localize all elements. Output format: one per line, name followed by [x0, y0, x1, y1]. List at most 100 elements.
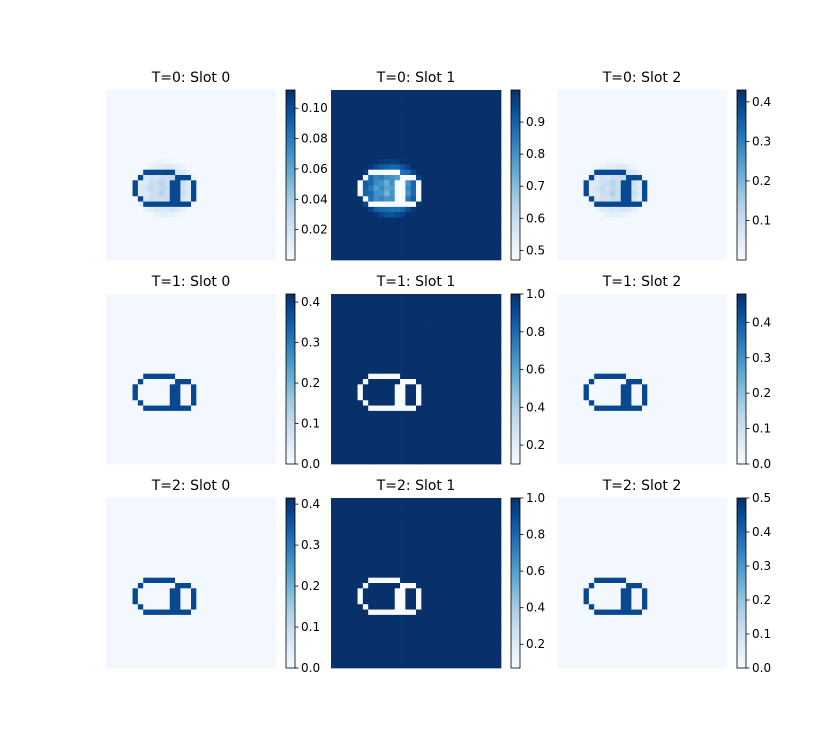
- heatmap-cell: [426, 222, 433, 229]
- heatmap-cell: [352, 331, 358, 337]
- heatmap-cell: [657, 233, 664, 240]
- heatmap-cell: [116, 228, 123, 234]
- heatmap-cell: [679, 217, 685, 224]
- heatmap-cell: [132, 432, 139, 438]
- heatmap-cell: [378, 304, 385, 311]
- heatmap-cell: [212, 426, 218, 433]
- heatmap-cell: [137, 405, 144, 412]
- heatmap-cell: [474, 206, 481, 213]
- heatmap-cell: [588, 90, 595, 96]
- heatmap-cell: [711, 244, 717, 250]
- heatmap-cell: [212, 90, 218, 96]
- heatmap-cell: [260, 143, 266, 149]
- heatmap-cell: [416, 315, 422, 321]
- heatmap-cell: [196, 294, 202, 300]
- heatmap-cell: [389, 325, 396, 332]
- heatmap-cell: [405, 426, 412, 433]
- heatmap-cell: [389, 410, 396, 417]
- heatmap-cell: [249, 121, 256, 128]
- heatmap-cell: [373, 410, 380, 417]
- heatmap-cell: [410, 384, 417, 390]
- heatmap-cell: [228, 315, 234, 321]
- heatmap-cell: [169, 111, 176, 117]
- heatmap-cell: [469, 228, 475, 234]
- heatmap-cell: [143, 309, 149, 316]
- heatmap-cell: [238, 410, 245, 417]
- heatmap-cell: [416, 363, 422, 369]
- heatmap-cell: [689, 180, 696, 186]
- heatmap-cell: [153, 127, 160, 133]
- heatmap-cell: [137, 320, 144, 327]
- heatmap-cell: [368, 180, 374, 186]
- heatmap-cell: [116, 304, 123, 311]
- heatmap-cell: [206, 212, 213, 218]
- heatmap-cell: [212, 217, 218, 224]
- heatmap-cell: [153, 185, 160, 192]
- heatmap-cell: [169, 249, 176, 256]
- heatmap-cell: [217, 222, 224, 229]
- outline-cell: [357, 180, 364, 186]
- heatmap-cell: [721, 233, 728, 240]
- heatmap-cell: [657, 175, 664, 181]
- heatmap-cell: [217, 325, 224, 332]
- heatmap-cell: [684, 143, 691, 149]
- heatmap-cell: [106, 357, 112, 364]
- heatmap-cell: [185, 373, 192, 380]
- heatmap-cell: [244, 249, 250, 256]
- heatmap-cell: [389, 111, 396, 117]
- heatmap-cell: [485, 175, 491, 181]
- heatmap-cell: [495, 304, 502, 311]
- heatmap-cell: [700, 196, 707, 202]
- heatmap-cell: [260, 363, 266, 369]
- heatmap-cell: [180, 249, 187, 256]
- heatmap-cell: [233, 238, 240, 245]
- heatmap-cell: [265, 458, 272, 465]
- heatmap-cell: [368, 164, 374, 171]
- heatmap-cell: [431, 100, 438, 107]
- heatmap-cell: [567, 164, 574, 171]
- heatmap-cell: [463, 238, 470, 245]
- heatmap-cell: [431, 421, 438, 428]
- heatmap-cell: [336, 357, 342, 364]
- heatmap-cell: [143, 320, 149, 327]
- heatmap-cell: [400, 347, 406, 353]
- heatmap-cell: [458, 217, 465, 224]
- heatmap-cell: [495, 331, 502, 337]
- heatmap-cell: [615, 196, 622, 202]
- heatmap-cell: [490, 363, 497, 369]
- heatmap-cell: [572, 233, 579, 240]
- heatmap-cell: [206, 357, 213, 364]
- heatmap-cell: [647, 228, 653, 234]
- heatmap-cell: [341, 331, 348, 337]
- heatmap-cell: [626, 212, 632, 218]
- heatmap-cell: [562, 127, 568, 133]
- heatmap-cell: [378, 153, 385, 160]
- heatmap-cell: [270, 352, 277, 359]
- heatmap-cell: [368, 238, 374, 245]
- heatmap-cell: [336, 190, 342, 197]
- heatmap-cell: [495, 373, 502, 380]
- heatmap-cell: [463, 190, 470, 197]
- heatmap-cell: [185, 426, 192, 433]
- heatmap-cell: [368, 432, 374, 438]
- heatmap-cell: [238, 458, 245, 465]
- heatmap-cell: [695, 105, 701, 112]
- heatmap-cell: [164, 90, 171, 96]
- heatmap-cell: [228, 201, 234, 208]
- heatmap-cell: [106, 373, 112, 380]
- heatmap-cell: [127, 304, 133, 311]
- heatmap-cell: [357, 222, 364, 229]
- heatmap-cell: [453, 384, 459, 390]
- heatmap-cell: [206, 400, 213, 406]
- heatmap-cell: [127, 421, 133, 428]
- heatmap-cell: [132, 233, 139, 240]
- heatmap-cell: [453, 228, 459, 234]
- heatmap-cell: [668, 105, 675, 112]
- heatmap-cell: [206, 347, 213, 353]
- heatmap-cell: [265, 222, 272, 229]
- heatmap-cell: [196, 105, 202, 112]
- heatmap-cell: [416, 325, 422, 332]
- heatmap-cell: [557, 217, 563, 224]
- heatmap-cell: [490, 299, 497, 305]
- heatmap-cell: [206, 137, 213, 144]
